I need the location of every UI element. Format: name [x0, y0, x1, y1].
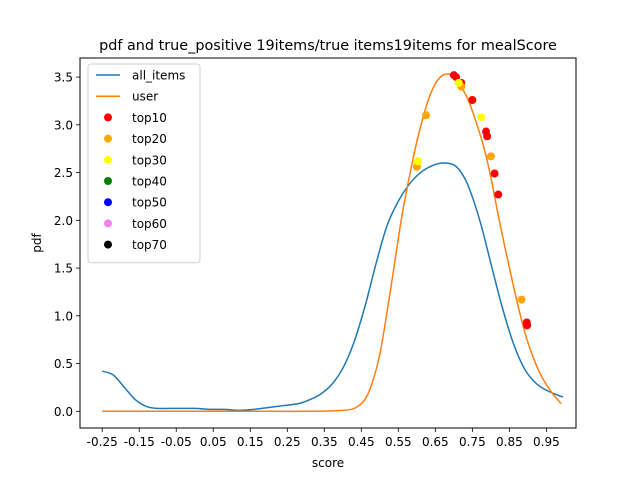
- legend-swatch-top30: [104, 155, 112, 164]
- point-top30: [477, 113, 486, 122]
- y-axis: 0.0 0.5 1.0 1.5 2.0 2.5 3.0 3.5: [54, 71, 80, 419]
- x-tick-label: 0.45: [348, 435, 375, 449]
- x-tick-label: 0.15: [237, 435, 264, 449]
- legend-label-user: user: [132, 90, 158, 104]
- point-top10: [468, 96, 477, 105]
- legend-label-top20: top20: [132, 132, 167, 146]
- plot-area: [101, 71, 564, 413]
- legend-label-top40: top40: [132, 175, 167, 189]
- y-tick-label: 3.5: [54, 71, 73, 85]
- y-tick-label: 3.0: [54, 118, 73, 132]
- x-tick-label: 0.95: [533, 435, 560, 449]
- x-tick-label: 0.55: [385, 435, 412, 449]
- point-top10: [490, 169, 499, 178]
- y-tick-label: 1.5: [54, 262, 73, 276]
- legend-label-top70: top70: [132, 238, 167, 252]
- legend-swatch-top40: [104, 177, 112, 185]
- y-tick-label: 0.5: [54, 357, 73, 371]
- x-tick-label: -0.05: [161, 435, 192, 449]
- legend-swatch-top20: [104, 134, 112, 143]
- legend-swatch-top70: [104, 240, 112, 249]
- x-tick-label: 0.65: [422, 435, 449, 449]
- legend-label-top60: top60: [132, 217, 167, 231]
- legend-swatch-top10: [104, 113, 112, 122]
- point-top10: [523, 321, 532, 330]
- legend-swatch-top60: [104, 219, 112, 228]
- legend-box: [87, 63, 201, 264]
- y-tick-label: 2.5: [54, 166, 73, 180]
- x-tick-label: 0.75: [459, 435, 486, 449]
- point-top20: [422, 111, 431, 120]
- legend-label-top10: top10: [132, 111, 167, 125]
- x-tick-label: -0.25: [87, 435, 118, 449]
- legend-label-top50: top50: [132, 196, 167, 210]
- legend-label-top30: top30: [132, 153, 167, 167]
- series-line-user: [102, 73, 562, 413]
- legend-swatch-top50: [104, 198, 112, 207]
- y-tick-label: 0.0: [54, 405, 73, 419]
- x-tick-label: -0.15: [124, 435, 155, 449]
- x-axis-label: score: [312, 456, 344, 470]
- point-top20: [486, 152, 495, 161]
- x-tick-label: 0.05: [200, 435, 227, 449]
- chart-title: pdf and true_positive 19items/true items…: [99, 38, 557, 54]
- y-axis-label: pdf: [30, 233, 44, 253]
- series-line-all-items: [101, 162, 564, 412]
- y-tick-label: 1.0: [54, 309, 73, 323]
- x-axis: -0.25 -0.15 -0.05 0.05 0.15 0.25 0.35 0.45 0.55 0…: [87, 428, 560, 449]
- x-tick-label: 0.85: [496, 435, 523, 449]
- x-tick-label: 0.25: [274, 435, 301, 449]
- y-tick-label: 2.0: [54, 214, 73, 228]
- legend-label-all-items: all_items: [132, 69, 185, 83]
- x-tick-label: 0.35: [311, 435, 338, 449]
- point-top10: [483, 132, 492, 141]
- point-top30: [454, 78, 463, 87]
- point-top20: [517, 295, 526, 304]
- point-top30: [413, 157, 422, 166]
- point-top10: [494, 190, 503, 199]
- axes-frame: [79, 57, 577, 429]
